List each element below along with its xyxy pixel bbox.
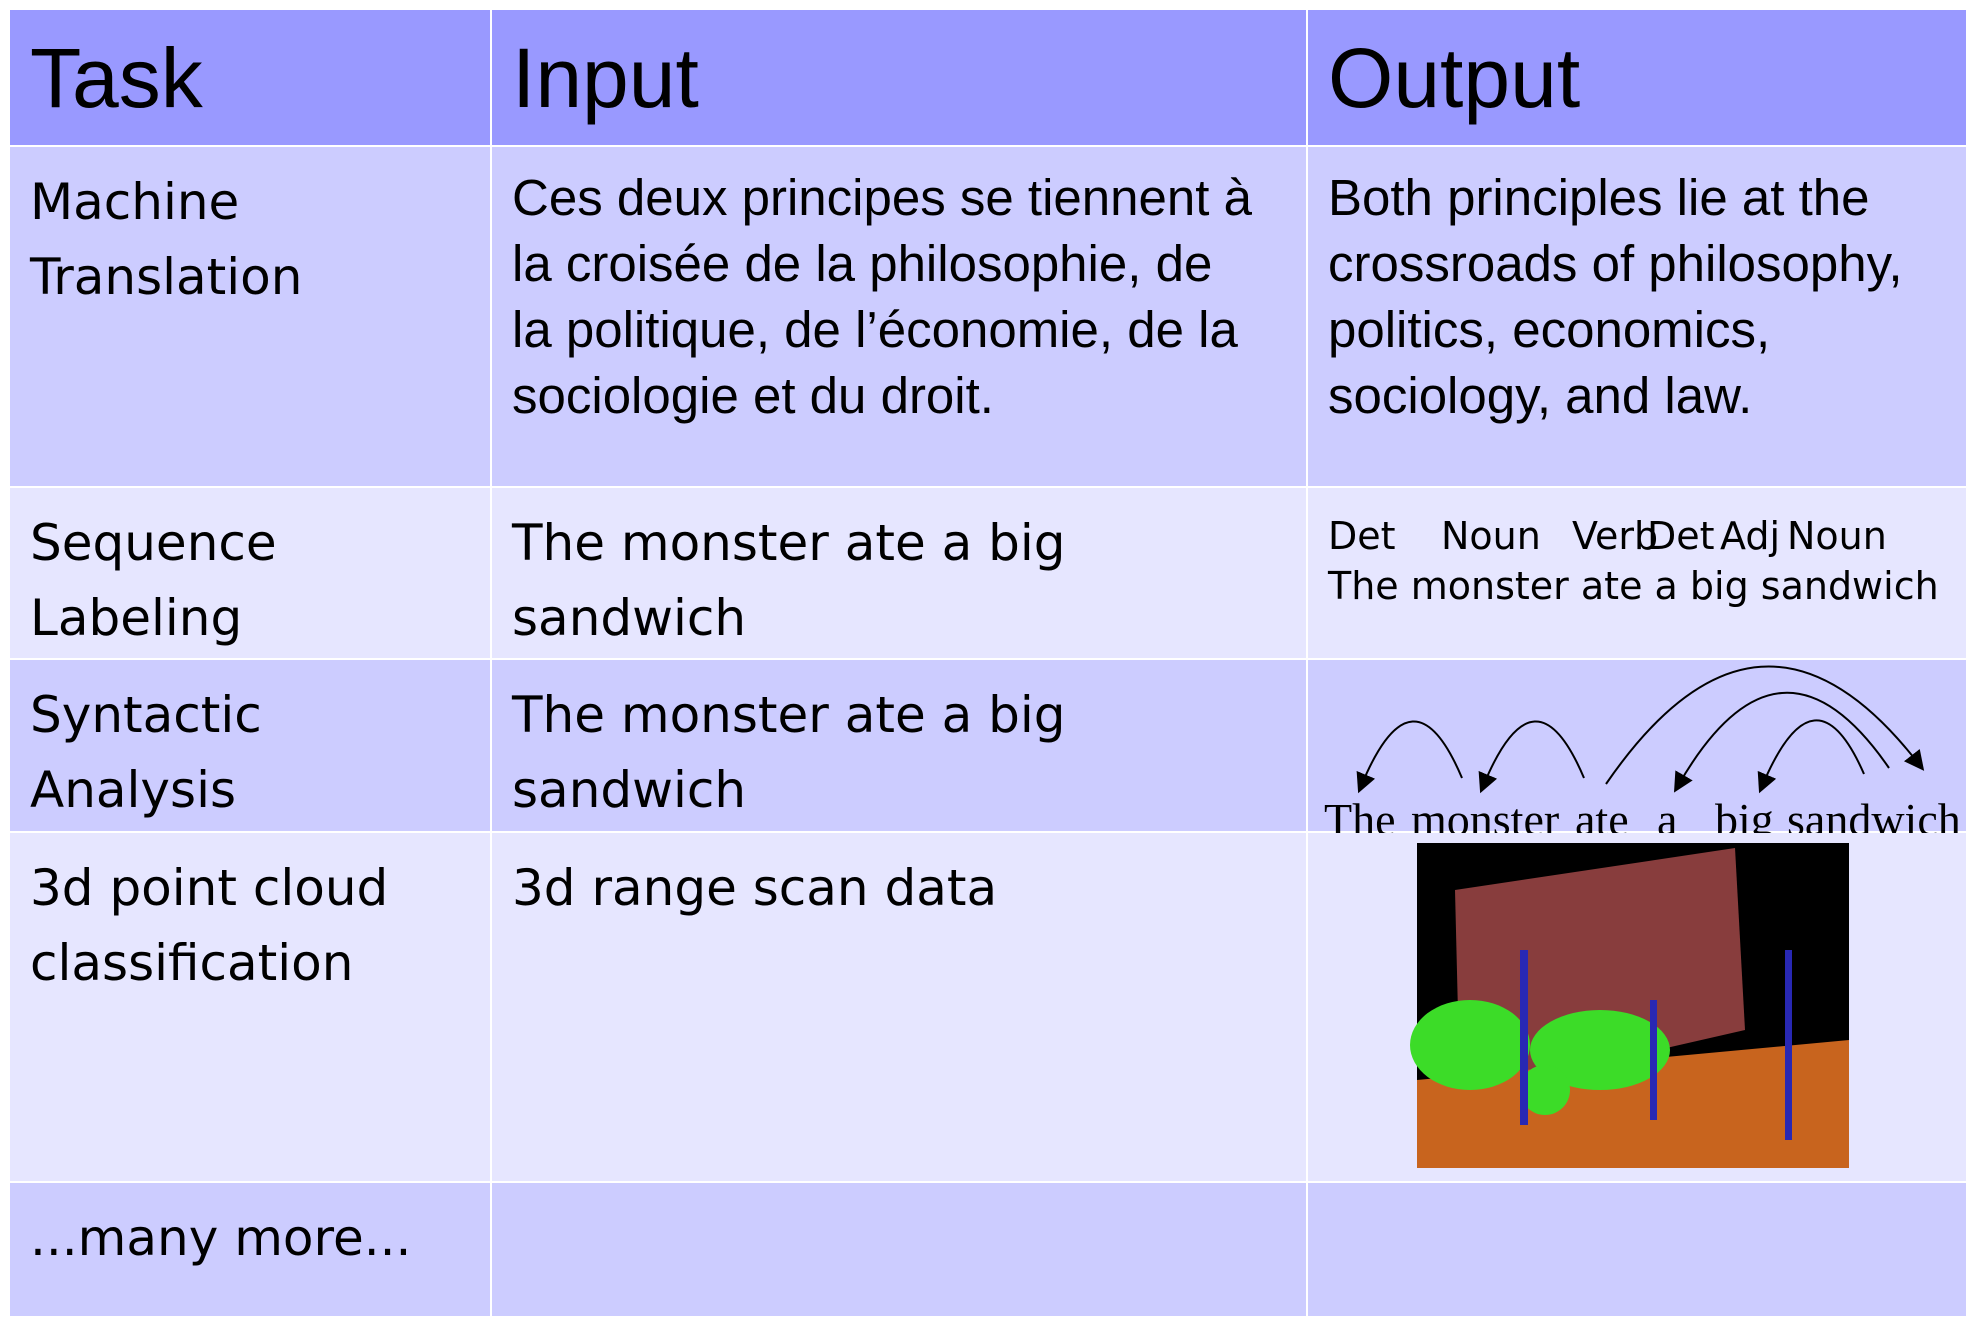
cell-line: Ces deux principes se tiennent à [512, 169, 1252, 226]
header-text: Output [1328, 31, 1581, 125]
cell-line: crossroads of philosophy, [1328, 235, 1903, 292]
cell-line: Sequence [30, 514, 277, 572]
cell-line: Translation [30, 248, 303, 306]
output-cell [1308, 833, 1968, 1183]
task-cell: Syntactic Analysis [10, 660, 492, 833]
cell-line: sandwich [512, 589, 747, 647]
output-cell: Both principles lie at the crossroads of … [1308, 147, 1968, 488]
task-cell: Sequence Labeling [10, 488, 492, 660]
pos-tag: Det [1328, 514, 1396, 558]
input-cell: Ces deux principes se tiennent à la crois… [492, 147, 1308, 488]
input-cell [492, 1183, 1308, 1318]
cell-line: ...many more... [30, 1209, 412, 1267]
input-cell: The monster ate a big sandwich [492, 488, 1308, 660]
output-cell [1308, 1183, 1968, 1318]
pos-tag: Verb [1572, 514, 1659, 558]
header-text: Input [512, 31, 699, 125]
pos-tag: Noun [1441, 514, 1541, 558]
cell-line: The monster ate a big [512, 686, 1066, 744]
task-cell: 3d point cloud classification [10, 833, 492, 1183]
parse-word: a [1657, 794, 1678, 845]
output-cell: The monster ate a big sandwich [1308, 660, 1968, 845]
cell-line: Both principles lie at the [1328, 169, 1870, 226]
cell-line: The monster ate a big [512, 514, 1066, 572]
output-cell: Det Noun Verb Det Adj Noun The monster ate a b… [1308, 488, 1968, 660]
cell-line: Machine [30, 173, 240, 231]
tagged-sentence: The monster ate a big sandwich [1328, 564, 1939, 608]
pos-tag: Det [1647, 514, 1715, 558]
cell-line: classification [30, 934, 354, 992]
cell-line: sociology, and law. [1328, 367, 1753, 424]
task-cell: Machine Translation [10, 147, 492, 488]
cell-line: Analysis [30, 761, 237, 819]
cell-line: 3d point cloud [30, 859, 389, 917]
cell-line: la croisée de la philosophie, de [512, 235, 1213, 292]
pos-tag: Noun [1787, 514, 1887, 558]
cell-line: politics, economics, [1328, 301, 1771, 358]
header-cell: Output [1308, 10, 1968, 147]
cell-line: Labeling [30, 589, 243, 647]
cell-line: 3d range scan data [512, 859, 998, 917]
cell-line: sandwich [512, 761, 747, 819]
cell-line: la politique, de l’économie, de la [512, 301, 1238, 358]
cell-line: sociologie et du droit. [512, 367, 994, 424]
task-cell: ...many more... [10, 1183, 492, 1318]
input-cell: 3d range scan data [492, 833, 1308, 1183]
pos-tag: Adj [1720, 514, 1781, 558]
header-text: Task [30, 31, 203, 125]
header-cell: Task [10, 10, 492, 147]
input-cell: The monster ate a big sandwich [492, 660, 1308, 833]
cell-line: Syntactic [30, 686, 262, 744]
header-cell: Input [492, 10, 1308, 147]
